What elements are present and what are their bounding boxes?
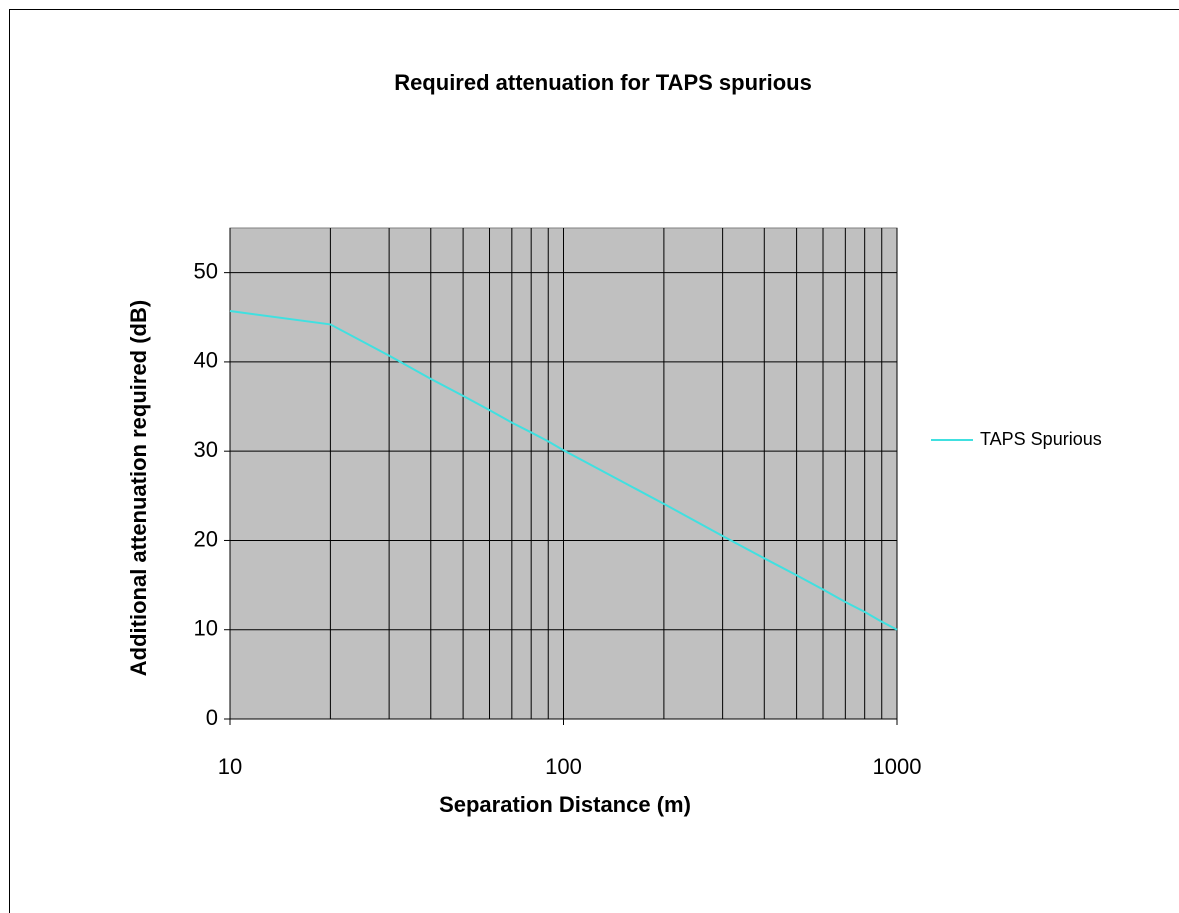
y-tick-label: 20 [194,526,218,551]
y-tick-label: 0 [206,705,218,730]
x-tick-label: 100 [545,754,582,779]
legend-label: TAPS Spurious [980,429,1102,449]
chart-frame [9,9,1179,913]
y-tick-label: 40 [194,348,218,373]
x-axis-label: Separation Distance (m) [439,792,691,817]
chart-title: Required attenuation for TAPS spurious [394,70,812,95]
y-axis-label: Additional attenuation required (dB) [126,300,151,676]
data-line [229,310,898,631]
y-tick-label: 50 [194,258,218,283]
x-tick-label: 10 [218,754,242,779]
x-tick-label: 1000 [873,754,922,779]
y-tick-label: 10 [194,616,218,641]
y-tick-label: 30 [194,437,218,462]
